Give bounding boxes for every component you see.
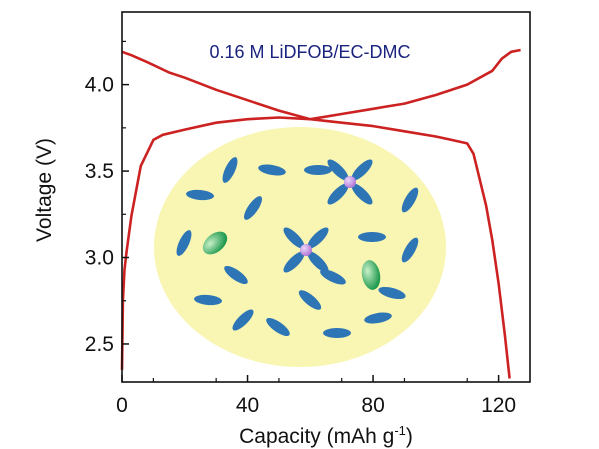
charge-curve	[121, 48, 521, 121]
solvent-molecule	[323, 328, 351, 338]
y-tick-label: 3.5	[85, 160, 114, 183]
solvent-molecule	[358, 232, 386, 242]
solvating-molecule	[307, 227, 329, 249]
solvating-molecule	[283, 227, 305, 249]
y-tick-label: 4.0	[85, 74, 114, 97]
x-tick-label: 40	[236, 394, 259, 417]
y-tick-label: 3.0	[85, 247, 114, 270]
solvating-molecule	[351, 183, 373, 205]
solvent-molecule	[258, 164, 286, 176]
axis-ticks: 0 40 80 120 2.5 3.0 3.5 4.0	[85, 40, 516, 417]
solvent-molecule	[194, 294, 222, 306]
solvent-molecule	[222, 157, 238, 183]
solvating-molecule	[327, 159, 349, 181]
x-axis-title: Capacity (mAh g-1)	[239, 423, 413, 448]
solvent-molecule	[232, 309, 254, 331]
solvating-molecule	[283, 251, 305, 273]
solvent-molecule	[243, 196, 263, 220]
anion-particle	[361, 260, 381, 290]
solvent-molecule	[304, 165, 332, 175]
solvent-molecule	[298, 290, 322, 310]
solvent-molecule	[266, 317, 290, 337]
x-tick-label: 80	[361, 394, 384, 417]
solvating-molecule	[307, 251, 329, 273]
electrolyte-annotation: 0.16 M LiDFOB/EC-DMC	[209, 42, 410, 62]
plot-lines	[120, 48, 521, 379]
solvating-molecule	[327, 183, 349, 205]
x-tick-label: 120	[481, 394, 516, 417]
lithium-ion	[300, 244, 312, 256]
electrolyte-illustration	[154, 127, 446, 367]
solvent-molecule	[401, 237, 419, 263]
x-tick-label: 0	[116, 394, 128, 417]
anion-particle	[202, 231, 228, 255]
solvent-molecule	[320, 269, 346, 285]
solvent-molecule	[401, 187, 419, 213]
y-axis-title: Voltage (V)	[33, 138, 56, 242]
solvent-molecule	[224, 265, 248, 285]
lithium-ion	[344, 176, 356, 188]
solvating-molecule	[351, 159, 373, 181]
solvent-molecule	[378, 286, 406, 300]
discharge-curve	[120, 116, 511, 379]
plot-frame	[121, 11, 531, 383]
solvent-molecule	[364, 312, 392, 324]
y-tick-label: 2.5	[85, 333, 114, 356]
solvent-molecule	[176, 230, 192, 256]
solvent-molecule	[186, 189, 214, 201]
